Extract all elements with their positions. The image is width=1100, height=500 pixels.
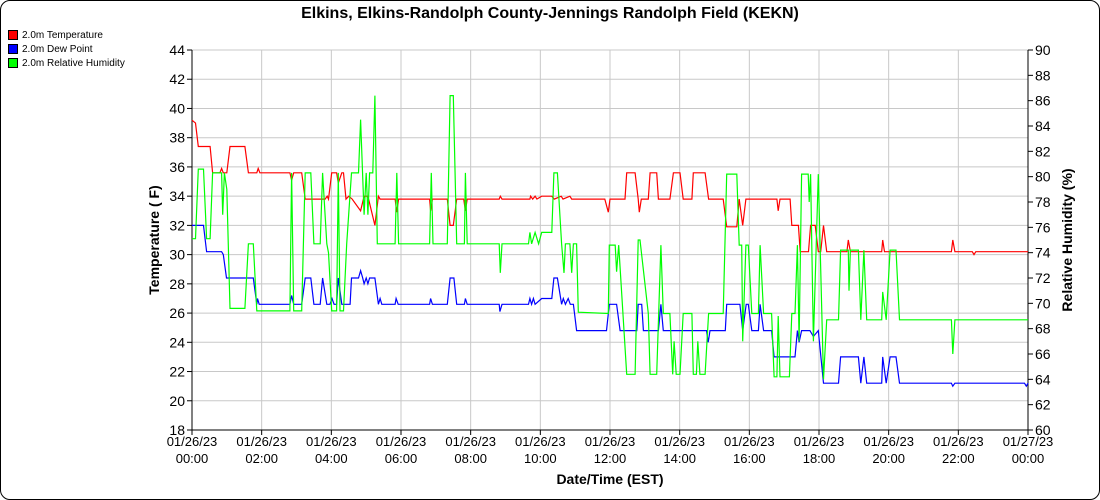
y-right-tick-label: 64 [1035, 371, 1051, 387]
x-tick-label-date: 01/26/23 [236, 434, 287, 449]
y-right-tick-label: 78 [1035, 194, 1051, 210]
x-tick-label-date: 01/26/23 [306, 434, 357, 449]
x-tick-label-date: 01/26/23 [445, 434, 496, 449]
y-axis-title: Temperature ( F) [146, 185, 162, 294]
x-tick-label-date: 01/26/23 [515, 434, 566, 449]
x-tick-label-time: 10:00 [524, 451, 557, 466]
y-right-tick-label: 80 [1035, 169, 1051, 185]
y-tick-label: 40 [169, 100, 185, 116]
y-right-axis-title: Relative Humidity (%) [1059, 168, 1075, 311]
y-tick-label: 32 [169, 217, 185, 233]
y-tick-label: 18 [169, 422, 185, 438]
series-line-2-0m-temperature [191, 119, 1028, 256]
x-tick-label-date: 01/26/23 [376, 434, 427, 449]
x-tick-label-time: 12:00 [594, 451, 627, 466]
y-right-tick-label: 82 [1035, 143, 1051, 159]
y-right-tick-label: 60 [1035, 422, 1051, 438]
y-tick-label: 22 [169, 364, 185, 380]
y-right-tick-label: 90 [1035, 42, 1051, 58]
x-tick-label-date: 01/27/23 [1003, 434, 1054, 449]
legend-label: 2.0m Dew Point [22, 43, 93, 55]
x-tick-label-date: 01/26/23 [654, 434, 705, 449]
legend: 2.0m Temperature 2.0m Dew Point 2.0m Rel… [8, 28, 125, 70]
series-line-2-0m-dew-point [192, 224, 1029, 388]
y-right-tick-label: 68 [1035, 321, 1051, 337]
legend-swatch-temperature [8, 30, 18, 40]
chart-title: Elkins, Elkins-Randolph County-Jennings … [301, 5, 799, 22]
series-line-2-0m-relative-humidity [192, 94, 1028, 380]
legend-label: 2.0m Relative Humidity [22, 57, 125, 69]
x-tick-label-time: 14:00 [663, 451, 696, 466]
x-tick-label-date: 01/26/23 [863, 434, 914, 449]
y-right-tick-label: 74 [1035, 245, 1051, 261]
legend-swatch-dew-point [8, 44, 18, 54]
y-tick-label: 26 [169, 305, 185, 321]
x-tick-label-time: 18:00 [803, 451, 836, 466]
x-axis-title: Date/Time (EST) [556, 471, 663, 487]
y-tick-label: 28 [169, 276, 185, 292]
y-right-tick-label: 62 [1035, 397, 1051, 413]
y-tick-label: 42 [169, 71, 185, 87]
legend-item-dew-point[interactable]: 2.0m Dew Point [8, 42, 125, 56]
x-tick-label-date: 01/26/23 [585, 434, 636, 449]
y-tick-label: 20 [169, 393, 185, 409]
x-tick-label-date: 01/26/23 [794, 434, 845, 449]
x-tick-label-date: 01/26/23 [724, 434, 775, 449]
legend-item-temperature[interactable]: 2.0m Temperature [8, 28, 125, 42]
y-right-tick-label: 70 [1035, 295, 1051, 311]
y-tick-label: 36 [169, 159, 185, 175]
y-right-tick-label: 76 [1035, 219, 1051, 235]
x-tick-label-time: 08:00 [454, 451, 487, 466]
x-tick-label-date: 01/26/23 [167, 434, 218, 449]
y-tick-label: 38 [169, 130, 185, 146]
y-right-tick-label: 86 [1035, 93, 1051, 109]
x-tick-label-time: 00:00 [176, 451, 209, 466]
y-tick-label: 34 [169, 188, 185, 204]
x-tick-label-time: 02:00 [245, 451, 278, 466]
y-right-tick-label: 88 [1035, 67, 1051, 83]
legend-label: 2.0m Temperature [22, 29, 103, 41]
y-right-tick-label: 84 [1035, 118, 1051, 134]
x-tick-label-time: 22:00 [942, 451, 975, 466]
x-tick-label-date: 01/26/23 [933, 434, 984, 449]
x-tick-label-time: 16:00 [733, 451, 766, 466]
y-tick-label: 30 [169, 247, 185, 263]
y-tick-label: 44 [169, 42, 185, 58]
x-tick-label-time: 00:00 [1012, 451, 1045, 466]
y-tick-label: 24 [169, 334, 185, 350]
y-right-tick-label: 72 [1035, 270, 1051, 286]
legend-item-relative-humidity[interactable]: 2.0m Relative Humidity [8, 56, 125, 70]
x-tick-label-time: 06:00 [385, 451, 418, 466]
y-right-tick-label: 66 [1035, 346, 1051, 362]
legend-swatch-relative-humidity [8, 58, 18, 68]
x-tick-label-time: 04:00 [315, 451, 348, 466]
x-tick-label-time: 20:00 [872, 451, 905, 466]
